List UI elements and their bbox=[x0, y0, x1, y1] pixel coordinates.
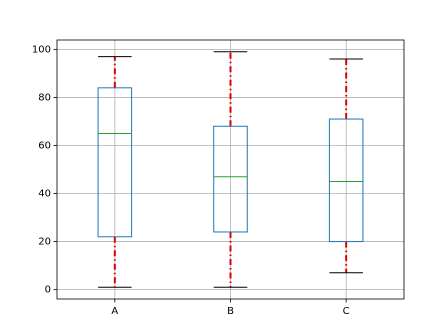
box bbox=[97, 87, 133, 238]
y-tick-label: 60 bbox=[38, 140, 51, 151]
y-tick-label: 20 bbox=[38, 237, 51, 248]
y-tick-label: 0 bbox=[45, 285, 51, 296]
x-tick-label: A bbox=[111, 306, 118, 317]
box bbox=[213, 125, 248, 233]
y-tick-label: 40 bbox=[38, 189, 51, 200]
x-tick-label: C bbox=[343, 306, 350, 317]
y-tick-label: 80 bbox=[38, 92, 51, 103]
x-tick-label: B bbox=[227, 306, 234, 317]
box bbox=[328, 118, 364, 243]
y-tick-label: 100 bbox=[32, 44, 51, 55]
plot-frame bbox=[56, 39, 405, 300]
